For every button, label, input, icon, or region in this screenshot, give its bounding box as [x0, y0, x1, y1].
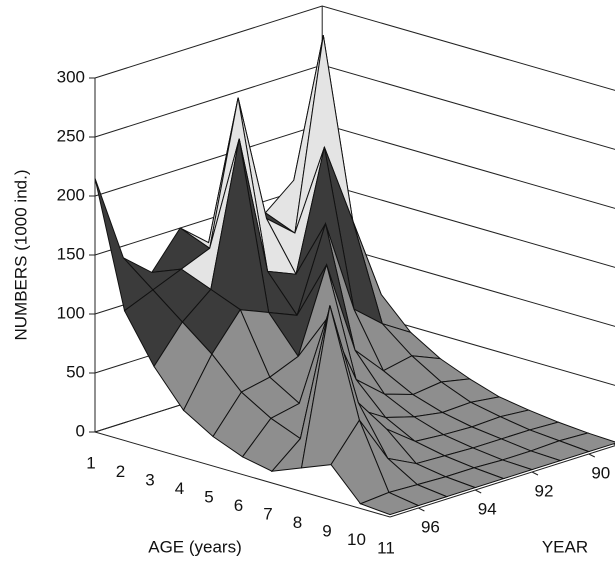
grid-line — [94, 123, 615, 209]
axis-line — [94, 431, 391, 518]
grid-line — [94, 5, 615, 91]
x-tick-label: 2 — [116, 462, 125, 481]
y-axis-label: YEAR — [542, 537, 588, 556]
x-tick-label: 10 — [347, 530, 366, 549]
tick-mark — [588, 453, 596, 458]
x-tick-label: 7 — [263, 504, 272, 523]
z-tick-label: 150 — [57, 244, 85, 263]
tick-mark — [474, 489, 482, 494]
x-tick-label: 9 — [322, 521, 331, 540]
grid-line — [94, 64, 615, 150]
z-tick-label: 200 — [57, 185, 85, 204]
x-tick-label: 4 — [175, 479, 184, 498]
z-tick-label: 100 — [57, 303, 85, 322]
surface-patch — [359, 491, 420, 516]
y-tick-label: 94 — [478, 499, 497, 518]
surface-patch — [94, 178, 154, 312]
x-tick-label: 1 — [86, 453, 95, 472]
y-tick-label: 92 — [535, 481, 554, 500]
x-tick-label: 11 — [377, 538, 395, 557]
x-tick-label: 3 — [145, 470, 154, 489]
z-tick-label: 50 — [66, 362, 85, 381]
tick-mark — [418, 507, 425, 512]
axis-line — [389, 445, 615, 518]
x-axis-label: AGE (years) — [148, 537, 242, 556]
tick-mark — [531, 471, 539, 476]
y-tick-label: 96 — [421, 517, 440, 536]
z-tick-label: 250 — [57, 126, 85, 145]
z-tick-label: 0 — [76, 421, 85, 440]
z-tick-label: 300 — [57, 67, 85, 86]
y-tick-label: 90 — [591, 463, 610, 482]
z-axis-label: NUMBERS (1000 ind.) — [11, 169, 30, 340]
x-tick-label: 8 — [293, 513, 302, 532]
x-tick-label: 6 — [234, 496, 243, 515]
x-tick-label: 5 — [204, 487, 213, 506]
